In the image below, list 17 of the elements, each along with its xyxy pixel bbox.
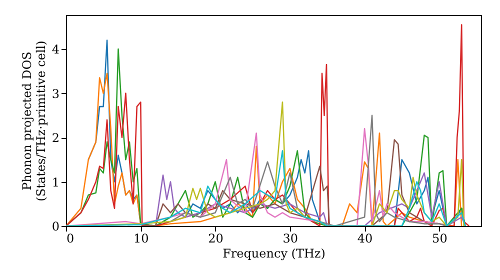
x-tick-label: 50 xyxy=(432,232,448,246)
x-tick-label: 20 xyxy=(208,232,224,246)
y-tick-label: 3 xyxy=(52,86,60,101)
line-series xyxy=(66,150,466,226)
x-tick-label: 30 xyxy=(282,232,298,246)
y-axis-title: Phonon projected DOS (States/THz·primitive cell) xyxy=(20,40,48,202)
x-axis-title: Frequency (THz) xyxy=(222,246,326,260)
x-tick-label: 10 xyxy=(134,232,149,246)
line-series xyxy=(154,172,466,226)
line-series xyxy=(170,114,448,226)
y-tick-label: 1 xyxy=(52,175,60,190)
x-tick-label: 40 xyxy=(357,232,373,246)
y-tick-label: 4 xyxy=(52,42,60,57)
y-tick-label: 2 xyxy=(52,131,60,146)
x-tick-label: 0 xyxy=(66,232,74,246)
y-tick-label: 0 xyxy=(52,220,60,234)
line-series xyxy=(66,101,464,226)
